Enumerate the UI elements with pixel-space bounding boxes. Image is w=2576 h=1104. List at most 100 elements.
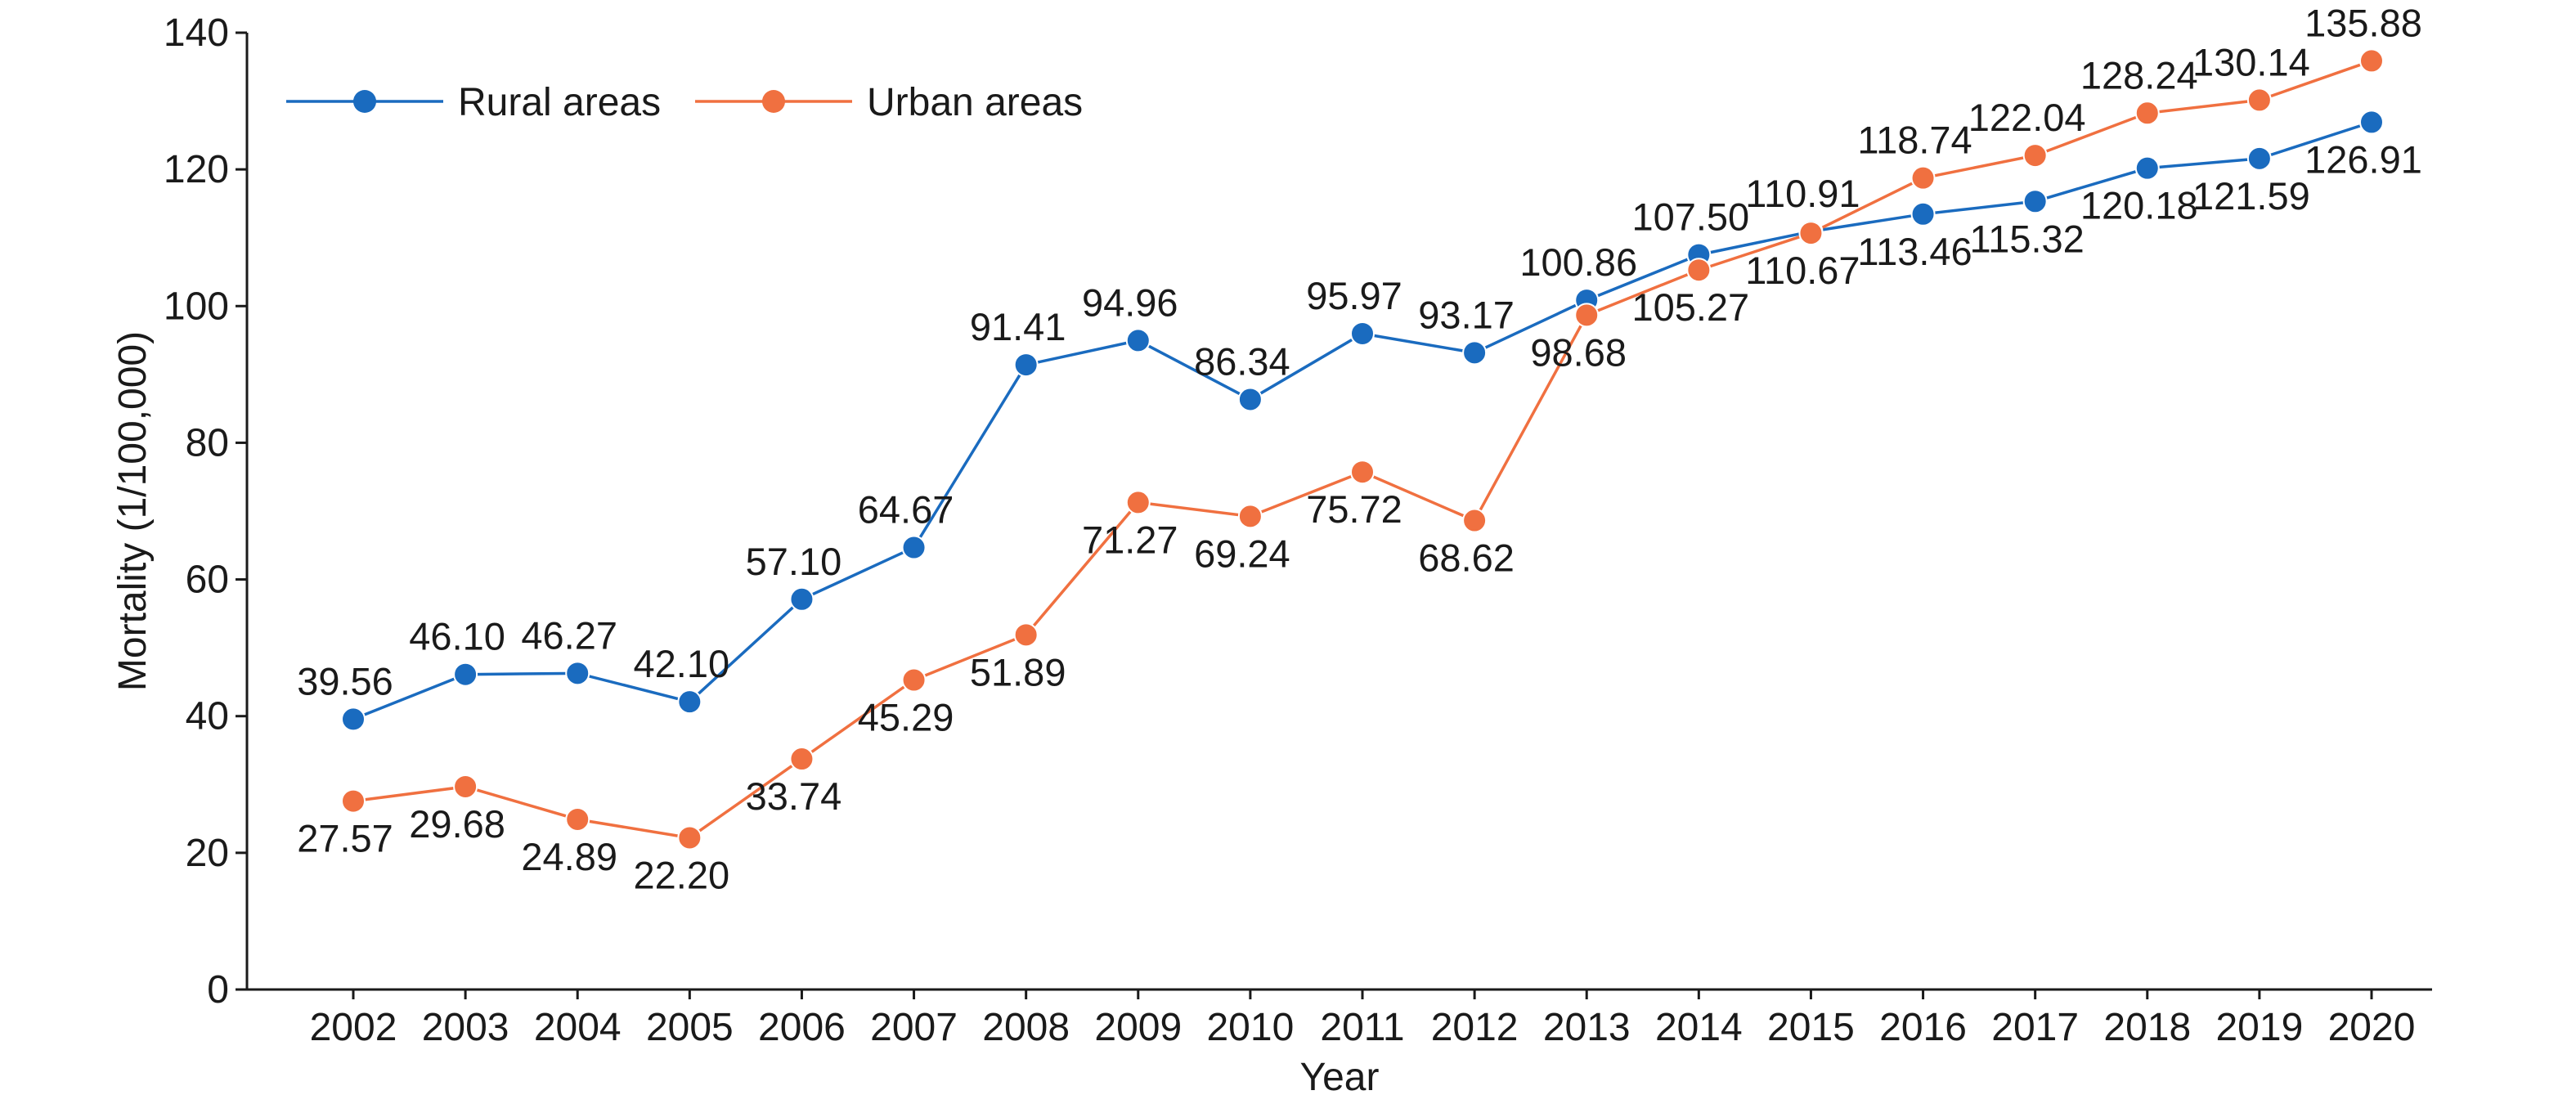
- y-tick-label: 60: [186, 559, 229, 602]
- x-tick-label: 2012: [1431, 1006, 1519, 1049]
- data-label-rural-areas: 113.46: [1857, 230, 1972, 273]
- data-label-urban-areas: 75.72: [1306, 487, 1402, 531]
- data-point-rural-areas: [565, 661, 590, 686]
- data-point-urban-areas: [453, 774, 478, 799]
- y-tick-label: 0: [207, 968, 229, 1012]
- x-tick-label: 2013: [1543, 1006, 1631, 1049]
- x-tick-label: 2007: [870, 1006, 958, 1049]
- data-point-rural-areas: [2359, 110, 2384, 135]
- data-point-urban-areas: [901, 667, 927, 693]
- data-point-rural-areas: [2246, 146, 2272, 171]
- x-tick-label: 2015: [1767, 1006, 1855, 1049]
- data-label-urban-areas: 33.74: [746, 774, 842, 818]
- x-tick-label: 2017: [1991, 1006, 2079, 1049]
- data-label-rural-areas: 120.18: [2080, 184, 2198, 227]
- y-tick-label: 40: [186, 695, 229, 738]
- y-tick-label: 80: [186, 421, 229, 464]
- x-tick-label: 2008: [982, 1006, 1070, 1049]
- data-label-urban-areas: 51.89: [970, 650, 1066, 693]
- legend-marker-urban-areas: [762, 90, 785, 113]
- x-axis-title: Year: [1300, 1056, 1380, 1099]
- x-tick-label: 2010: [1206, 1006, 1294, 1049]
- series-line-urban-areas: [352, 59, 2372, 840]
- data-label-urban-areas: 98.68: [1530, 330, 1627, 374]
- data-label-rural-areas: 95.97: [1306, 274, 1402, 317]
- data-label-urban-areas: 29.68: [409, 802, 505, 846]
- data-label-urban-areas: 24.89: [521, 835, 617, 878]
- data-point-urban-areas: [677, 825, 702, 850]
- data-label-urban-areas: 122.04: [1968, 96, 2086, 139]
- x-tick-label: 2002: [310, 1006, 397, 1049]
- data-label-urban-areas: 27.57: [297, 817, 393, 860]
- data-label-rural-areas: 121.59: [2192, 174, 2310, 218]
- data-label-rural-areas: 115.32: [1970, 217, 2085, 260]
- data-point-rural-areas: [453, 662, 478, 687]
- data-label-rural-areas: 57.10: [746, 540, 842, 583]
- data-point-urban-areas: [341, 788, 366, 814]
- data-label-urban-areas: 128.24: [2080, 53, 2198, 96]
- data-point-urban-areas: [1574, 303, 1600, 328]
- data-label-rural-areas: 93.17: [1418, 293, 1515, 336]
- legend-marker-rural-areas: [353, 90, 376, 113]
- data-label-rural-areas: 42.10: [634, 642, 730, 685]
- data-point-rural-areas: [1350, 321, 1375, 346]
- legend: Rural areas Urban areas: [286, 81, 1083, 124]
- x-ticks: 2002 2003 2004 2005 2006 2007 2008 2009 2010 2011…: [310, 990, 2416, 1049]
- data-label-urban-areas: 110.67: [1745, 249, 1860, 292]
- data-label-rural-areas: 126.91: [2304, 137, 2422, 181]
- data-point-rural-areas: [2022, 189, 2048, 214]
- data-label-urban-areas: 22.20: [634, 853, 730, 896]
- data-point-urban-areas: [789, 747, 815, 772]
- x-tick-label: 2006: [758, 1006, 846, 1049]
- y-tick-label: 120: [164, 148, 229, 191]
- data-point-urban-areas: [2359, 48, 2384, 74]
- data-label-urban-areas: 45.29: [858, 696, 954, 739]
- series-layer: [341, 48, 2384, 850]
- legend-label-rural-areas: Rural areas: [458, 81, 661, 124]
- data-point-rural-areas: [1237, 387, 1263, 412]
- data-point-rural-areas: [341, 707, 366, 732]
- data-label-rural-areas: 94.96: [1082, 280, 1178, 324]
- data-label-rural-areas: 64.67: [858, 488, 954, 532]
- data-label-urban-areas: 68.62: [1418, 536, 1515, 580]
- x-tick-label: 2018: [2103, 1006, 2191, 1049]
- data-label-rural-areas: 107.50: [1631, 195, 1749, 239]
- x-tick-label: 2014: [1655, 1006, 1743, 1049]
- data-point-urban-areas: [1350, 460, 1375, 485]
- x-tick-label: 2005: [646, 1006, 734, 1049]
- y-ticks: 0 20 40 60 80 100 120 140: [164, 11, 247, 1012]
- data-point-rural-areas: [677, 689, 702, 715]
- data-label-rural-areas: 39.56: [297, 659, 393, 702]
- axes: [245, 33, 2432, 991]
- data-label-rural-areas: 86.34: [1194, 339, 1290, 383]
- x-tick-label: 2003: [422, 1006, 509, 1049]
- y-tick-label: 100: [164, 285, 229, 328]
- x-tick-label: 2016: [1879, 1006, 1967, 1049]
- y-tick-label: 20: [186, 832, 229, 875]
- data-label-urban-areas: 69.24: [1194, 532, 1290, 575]
- y-tick-label: 140: [164, 11, 229, 55]
- data-point-urban-areas: [1237, 504, 1263, 529]
- data-point-rural-areas: [901, 535, 927, 560]
- data-point-rural-areas: [789, 586, 815, 612]
- data-label-rural-areas: 46.10: [409, 615, 505, 658]
- x-tick-label: 2019: [2215, 1006, 2303, 1049]
- series-line-rural-areas: [352, 120, 2372, 721]
- data-labels: 39.56 46.10 46.27 42.10 57.10 64.67 91.41 94.96…: [297, 1, 2422, 896]
- data-point-rural-areas: [2134, 155, 2160, 181]
- data-point-urban-areas: [1910, 165, 1936, 191]
- data-point-urban-areas: [2134, 101, 2160, 126]
- data-point-urban-areas: [1462, 508, 1488, 533]
- data-label-rural-areas: 100.86: [1519, 240, 1637, 284]
- x-tick-label: 2020: [2328, 1006, 2416, 1049]
- data-point-urban-areas: [565, 806, 590, 832]
- data-point-urban-areas: [1125, 490, 1151, 515]
- data-point-urban-areas: [1798, 221, 1824, 246]
- data-point-urban-areas: [2022, 143, 2048, 168]
- data-point-rural-areas: [1013, 352, 1039, 378]
- data-label-rural-areas: 46.27: [521, 613, 617, 657]
- x-tick-label: 2011: [1320, 1006, 1404, 1049]
- data-label-urban-areas: 71.27: [1082, 518, 1178, 561]
- data-point-urban-areas: [1686, 258, 1712, 283]
